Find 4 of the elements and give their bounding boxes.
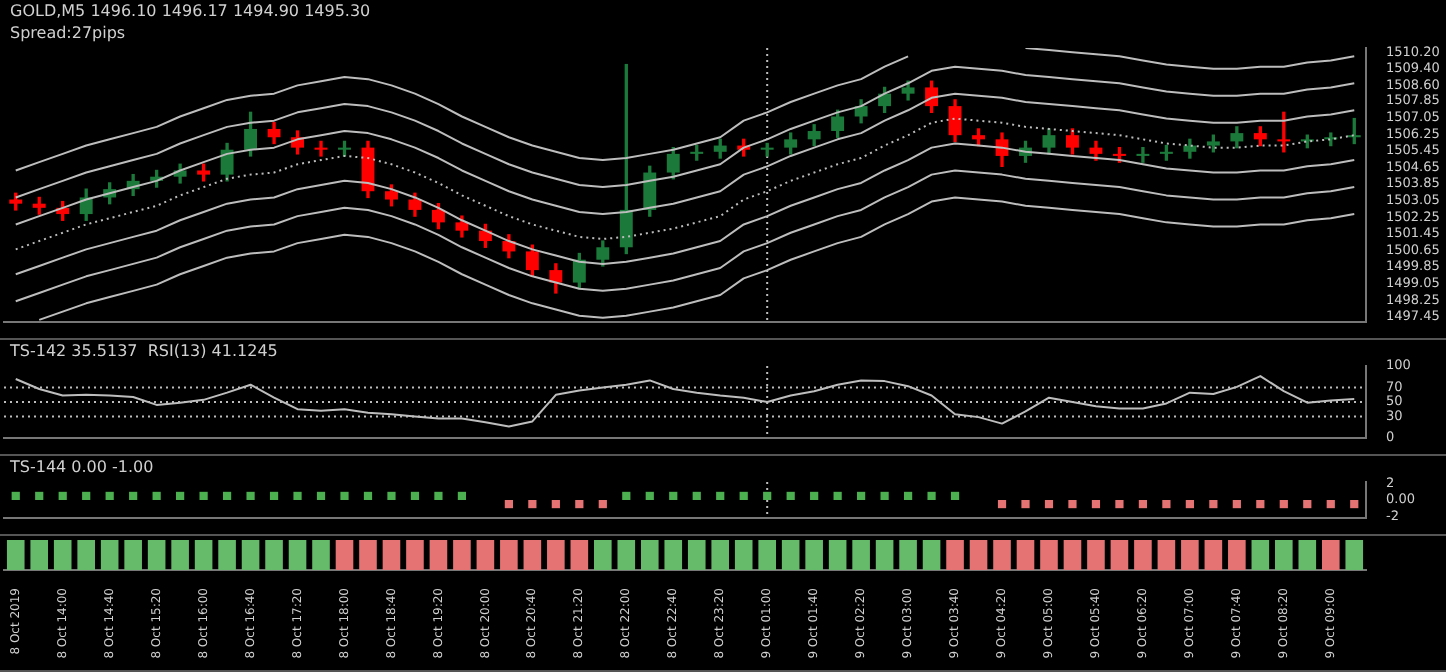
chart-subtitle: Spread:27pips xyxy=(10,24,126,43)
chart-title: TS-144 0.00 -1.00 xyxy=(8,458,154,477)
chart-title: TS-142 35.5137 RSI(13) 41.1245 xyxy=(8,342,278,361)
chart-title: GOLD,M5 1496.10 1496.17 1494.90 1495.30 xyxy=(10,2,371,21)
